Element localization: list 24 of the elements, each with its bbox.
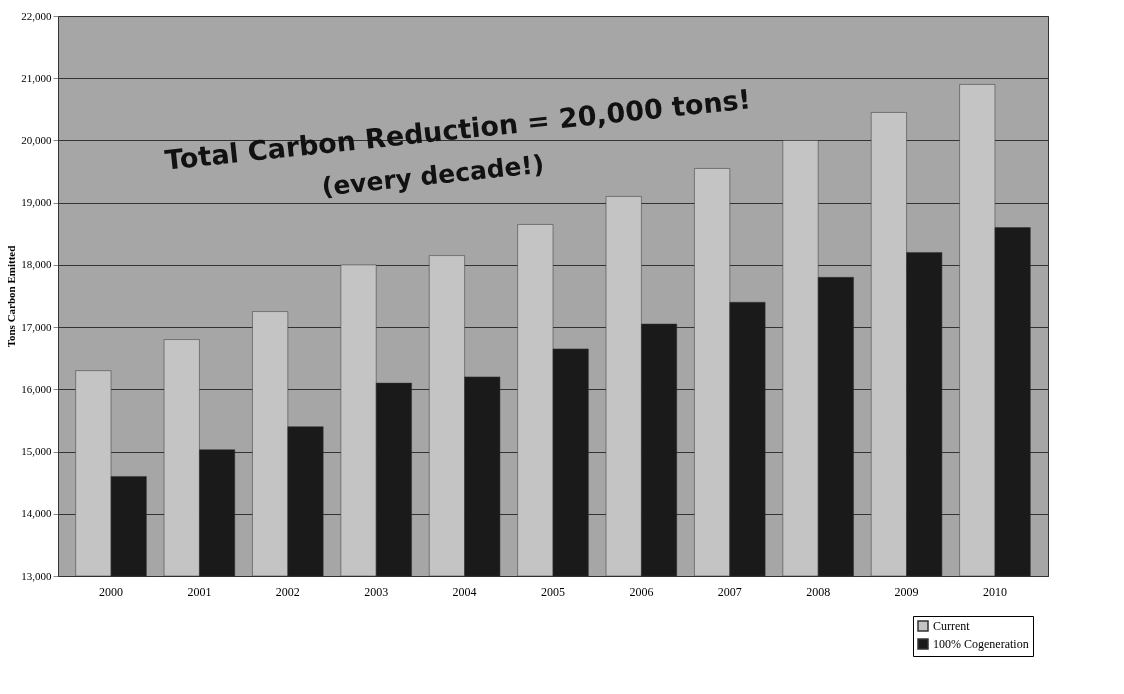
- y-tick-label: 17,000: [21, 320, 52, 333]
- y-tick-label: 20,000: [21, 133, 52, 146]
- x-tick-label: 2009: [894, 584, 919, 599]
- x-tick-label: 2000: [99, 584, 124, 599]
- y-tick-label: 15,000: [21, 445, 52, 458]
- x-tick-label: 2004: [452, 584, 477, 599]
- legend-label: Current: [933, 619, 971, 633]
- y-tick-label: 21,000: [21, 71, 52, 84]
- y-tick-label: 14,000: [21, 507, 52, 520]
- y-tick-label: 22,000: [21, 9, 52, 22]
- y-tick-label: 18,000: [21, 258, 52, 271]
- y-tick-label: 13,000: [21, 569, 52, 582]
- legend-label: 100% Cogeneration: [933, 637, 1029, 651]
- x-tick-label: 2002: [275, 584, 300, 599]
- x-tick-label: 2008: [806, 584, 831, 599]
- y-tick-label: 19,000: [21, 196, 52, 209]
- x-tick-label: 2010: [982, 584, 1007, 599]
- y-axis-title: Tons Carbon Emitted: [5, 245, 18, 348]
- y-tick-label: 16,000: [21, 382, 52, 395]
- x-tick-label: 2006: [629, 584, 654, 599]
- x-tick-label: 2007: [717, 584, 742, 599]
- x-tick-label: 2005: [541, 584, 565, 599]
- x-tick-label: 2003: [364, 584, 389, 599]
- x-tick-label: 2001: [187, 584, 212, 599]
